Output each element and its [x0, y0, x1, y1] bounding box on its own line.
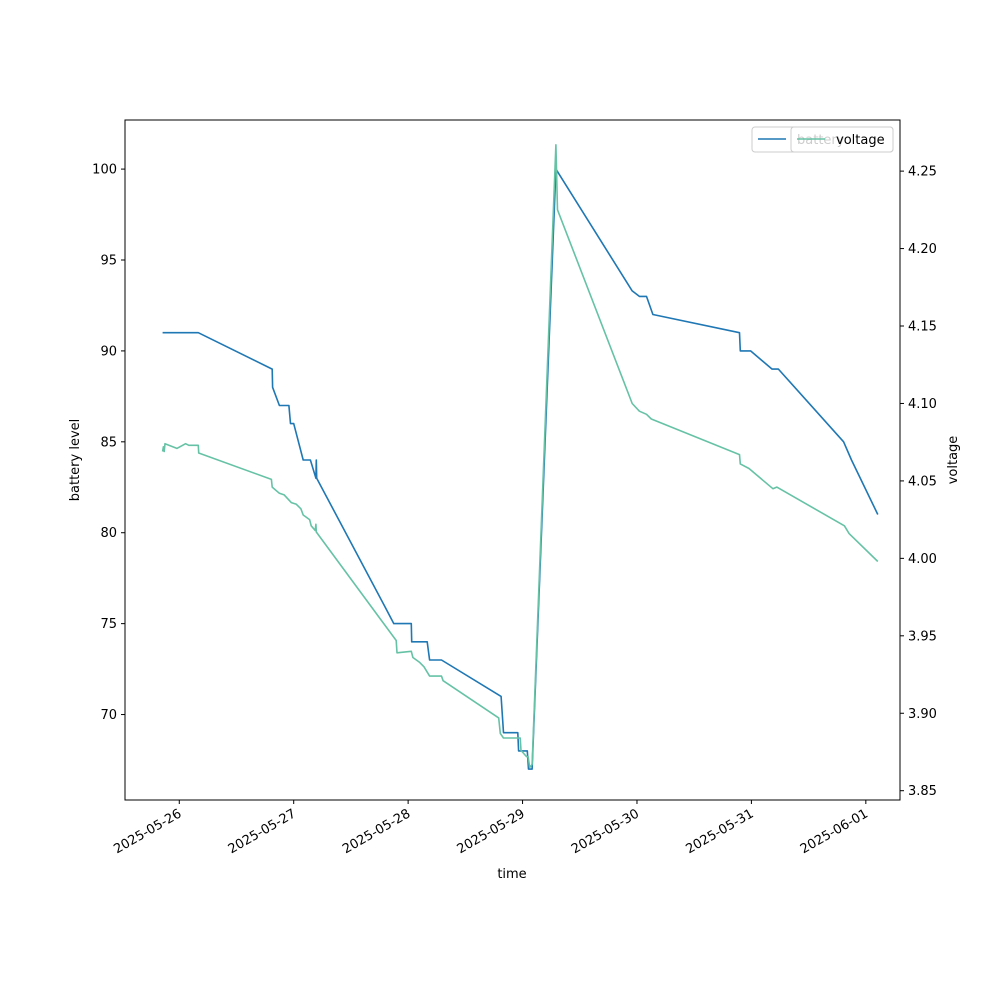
right-tick-label: 4.05: [908, 474, 937, 489]
x-axis-ticks: 2025-05-26 2025-05-27 2025-05-28 2025-05-29…: [111, 800, 871, 857]
x-tick-label: 2025-05-27: [226, 806, 299, 857]
right-tick-label: 4.25: [908, 165, 937, 180]
series-line-voltage: [161, 144, 879, 769]
series-line-battery: [162, 168, 879, 770]
x-tick-label: 2025-05-28: [340, 806, 413, 857]
right-tick-label: 4.15: [908, 320, 937, 335]
series-lines: [161, 144, 879, 770]
legend-entry: voltage: [836, 133, 885, 148]
right-tick-label: 4.20: [908, 242, 937, 257]
legend-box: [790, 126, 894, 153]
left-tick-label: 95: [100, 254, 117, 269]
right-tick-label: 4.10: [908, 397, 937, 412]
right-axis-ticks: 3.85 3.90 3.95 4.00 4.05 4.10 4.15 4.20 4.25: [900, 165, 937, 799]
right-tick-label: 3.85: [908, 784, 937, 799]
left-tick-label: 90: [100, 344, 117, 359]
left-axis-ticks: 70 75 80 85 90 95 100: [92, 163, 125, 723]
right-tick-label: 3.95: [908, 629, 937, 644]
right-axis-label: voltage: [946, 436, 961, 485]
left-tick-label: 100: [92, 163, 117, 178]
x-tick-label: 2025-05-26: [111, 806, 184, 857]
right-tick-label: 3.90: [908, 707, 937, 722]
x-tick-label: 2025-05-31: [683, 806, 756, 857]
left-tick-label: 75: [100, 617, 117, 632]
x-tick-label: 2025-05-29: [455, 806, 528, 857]
left-tick-label: 80: [100, 526, 117, 541]
legend: batteryvoltage: [751, 126, 894, 153]
x-tick-label: 2025-05-30: [569, 806, 642, 857]
left-tick-label: 85: [100, 435, 117, 450]
plot-frame: [124, 119, 901, 801]
right-tick-label: 4.00: [908, 552, 937, 567]
x-tick-label: 2025-06-01: [798, 806, 871, 857]
left-axis-label: battery level: [68, 419, 83, 502]
x-axis-label: time: [497, 867, 526, 882]
left-tick-label: 70: [100, 708, 117, 723]
